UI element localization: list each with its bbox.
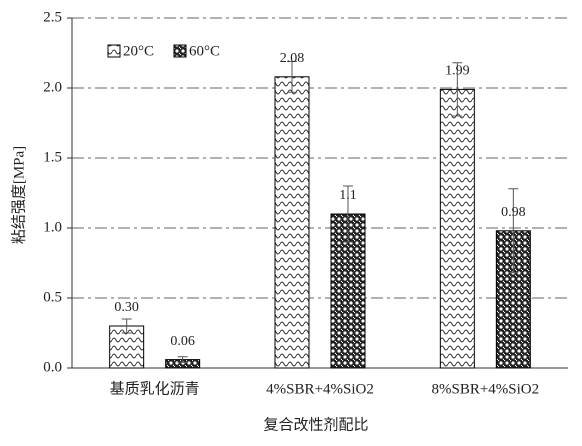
legend-swatch xyxy=(173,44,187,58)
value-label: 1.1 xyxy=(339,188,357,203)
x-tick-label: 4%SBR+4%SiO2 xyxy=(266,381,374,397)
y-tick-label: 2.0 xyxy=(43,79,62,95)
value-label: 0.30 xyxy=(114,300,139,315)
y-tick-label: 1.5 xyxy=(43,149,62,165)
y-tick-label: 0.5 xyxy=(43,289,62,305)
y-tick-label: 1.0 xyxy=(43,219,62,235)
legend-label: 20°C xyxy=(123,43,154,59)
x-axis-title: 复合改性剂配比 xyxy=(263,415,368,433)
x-tick-label: 基质乳化沥青 xyxy=(110,380,200,397)
y-tick-label: 0.0 xyxy=(43,359,62,375)
value-label: 1.99 xyxy=(445,64,470,79)
value-label: 0.06 xyxy=(170,334,195,349)
error-bar xyxy=(287,60,297,93)
legend-swatch xyxy=(107,44,121,58)
error-bar xyxy=(508,188,519,274)
legend-label: 60°C xyxy=(189,43,220,59)
y-axis-title: 粘结强度[MPa] xyxy=(10,146,27,244)
y-tick-label: 2.5 xyxy=(43,9,62,25)
bar xyxy=(330,213,366,369)
error-bar xyxy=(343,185,353,243)
bar xyxy=(439,88,475,369)
value-label: 2.08 xyxy=(280,51,305,66)
error-bar xyxy=(452,62,463,117)
error-bar xyxy=(121,318,132,334)
bar xyxy=(274,76,310,369)
error-bar xyxy=(177,356,188,363)
x-tick-label: 8%SBR+4%SiO2 xyxy=(432,381,540,397)
value-label: 0.98 xyxy=(501,205,526,220)
